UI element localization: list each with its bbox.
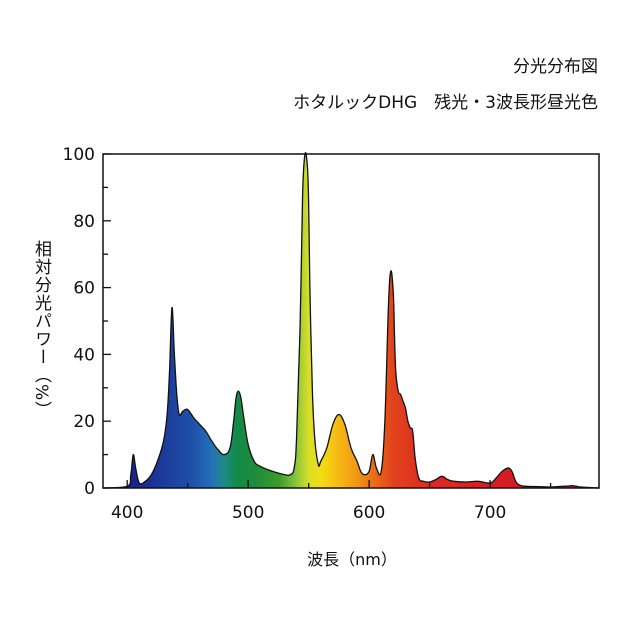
chart-title: 分光分布図 xyxy=(513,57,598,77)
y-tick-label: 100 xyxy=(63,145,95,165)
x-axis-label: 波長（nm） xyxy=(307,550,397,569)
y-tick-label: 0 xyxy=(84,479,95,499)
spectrum-area xyxy=(103,152,599,488)
axis-layer: 0 20 40 60 80 100 400 500 600 700 xyxy=(63,145,600,523)
y-tick-label: 60 xyxy=(73,279,95,299)
chart-subtitle: ホタルックDHG 残光・3波長形昼光色 xyxy=(293,93,598,113)
y-tick-label: 80 xyxy=(73,212,95,232)
x-tick-label: 700 xyxy=(474,503,506,523)
y-tick-label: 40 xyxy=(73,345,95,365)
x-tick-label: 600 xyxy=(353,503,385,523)
x-tick-label: 500 xyxy=(232,503,264,523)
y-axis-label: 相対分光パワー（%） xyxy=(31,240,51,420)
x-tick-label: 400 xyxy=(111,503,143,523)
plot-layer xyxy=(102,152,600,489)
y-tick-label: 20 xyxy=(73,412,95,432)
